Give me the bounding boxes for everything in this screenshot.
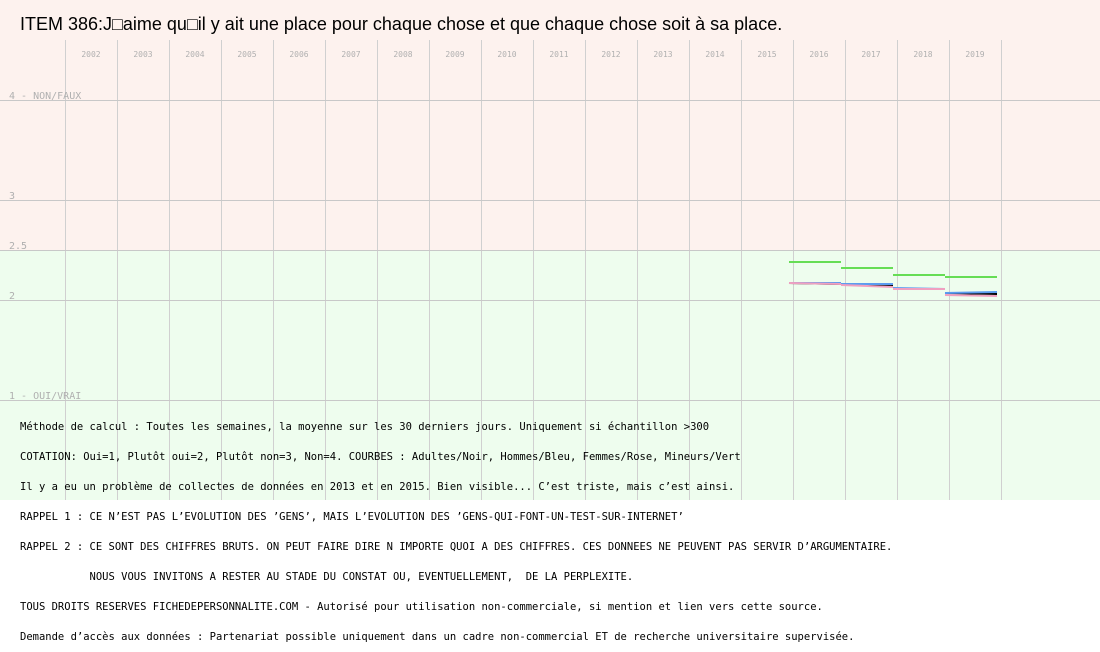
x-tick-label: 2007 bbox=[341, 50, 360, 59]
x-tick-label: 2015 bbox=[757, 50, 776, 59]
series-marks bbox=[788, 261, 998, 297]
y-tick-label: 1 - OUI/VRAI bbox=[9, 391, 81, 402]
series-segment bbox=[788, 282, 842, 285]
x-tick-label: 2019 bbox=[965, 50, 984, 59]
background-bands bbox=[0, 0, 1100, 500]
y-tick-label: 3 bbox=[9, 191, 15, 202]
note-line: RAPPEL 2 : CE SONT DES CHIFFRES BRUTS. O… bbox=[20, 541, 893, 553]
note-line: Demande d’accès aux données : Partenaria… bbox=[20, 631, 855, 643]
y-tick-label: 2.5 bbox=[9, 241, 27, 252]
note-line: RAPPEL 1 : CE N’EST PAS L’EVOLUTION DES … bbox=[20, 511, 684, 523]
x-tick-label: 2012 bbox=[601, 50, 620, 59]
x-tick-label: 2002 bbox=[81, 50, 100, 59]
x-tick-label: 2006 bbox=[289, 50, 308, 59]
note-line: NOUS VOUS INVITONS A RESTER AU STADE DU … bbox=[20, 571, 634, 583]
x-tick-label: 2003 bbox=[133, 50, 152, 59]
x-tick-label: 2018 bbox=[913, 50, 932, 59]
note-line: Il y a eu un problème de collectes de do… bbox=[20, 481, 735, 493]
y-tick-label: 4 - NON/FAUX bbox=[9, 91, 81, 102]
x-tick-label: 2013 bbox=[653, 50, 672, 59]
series-segment bbox=[944, 294, 998, 297]
y-tick-label: 2 bbox=[9, 291, 15, 302]
x-tick-label: 2014 bbox=[705, 50, 724, 59]
x-axis-ticks: 2002 2003 2004 2005 2006 2007 2008 2009 2010 2011… bbox=[81, 50, 984, 59]
x-tick-label: 2008 bbox=[393, 50, 412, 59]
series-segment bbox=[944, 291, 998, 294]
x-tick-label: 2010 bbox=[497, 50, 516, 59]
note-line: TOUS DROITS RESERVES FICHEDEPERSONNALITE… bbox=[20, 601, 823, 613]
note-line: COTATION: Oui=1, Plutôt oui=2, Plutôt no… bbox=[20, 451, 741, 463]
note-line: Méthode de calcul : Toutes les semaines,… bbox=[20, 421, 710, 433]
x-tick-label: 2017 bbox=[861, 50, 880, 59]
x-tick-label: 2005 bbox=[237, 50, 256, 59]
x-tick-label: 2009 bbox=[445, 50, 464, 59]
y-axis-ticks: 4 - NON/FAUX 3 2.5 2 1 - OUI/VRAI bbox=[9, 91, 81, 402]
x-tick-label: 2016 bbox=[809, 50, 828, 59]
chart-title: ITEM 386:J□aime qu□il y ait une place po… bbox=[20, 14, 782, 34]
gridlines bbox=[0, 40, 1100, 500]
background-band bbox=[0, 0, 1100, 250]
x-tick-label: 2004 bbox=[185, 50, 204, 59]
footnotes: Méthode de calcul : Toutes les semaines,… bbox=[20, 402, 1095, 652]
series-segment bbox=[840, 284, 894, 288]
background-band bbox=[0, 250, 1100, 500]
x-tick-label: 2011 bbox=[549, 50, 568, 59]
